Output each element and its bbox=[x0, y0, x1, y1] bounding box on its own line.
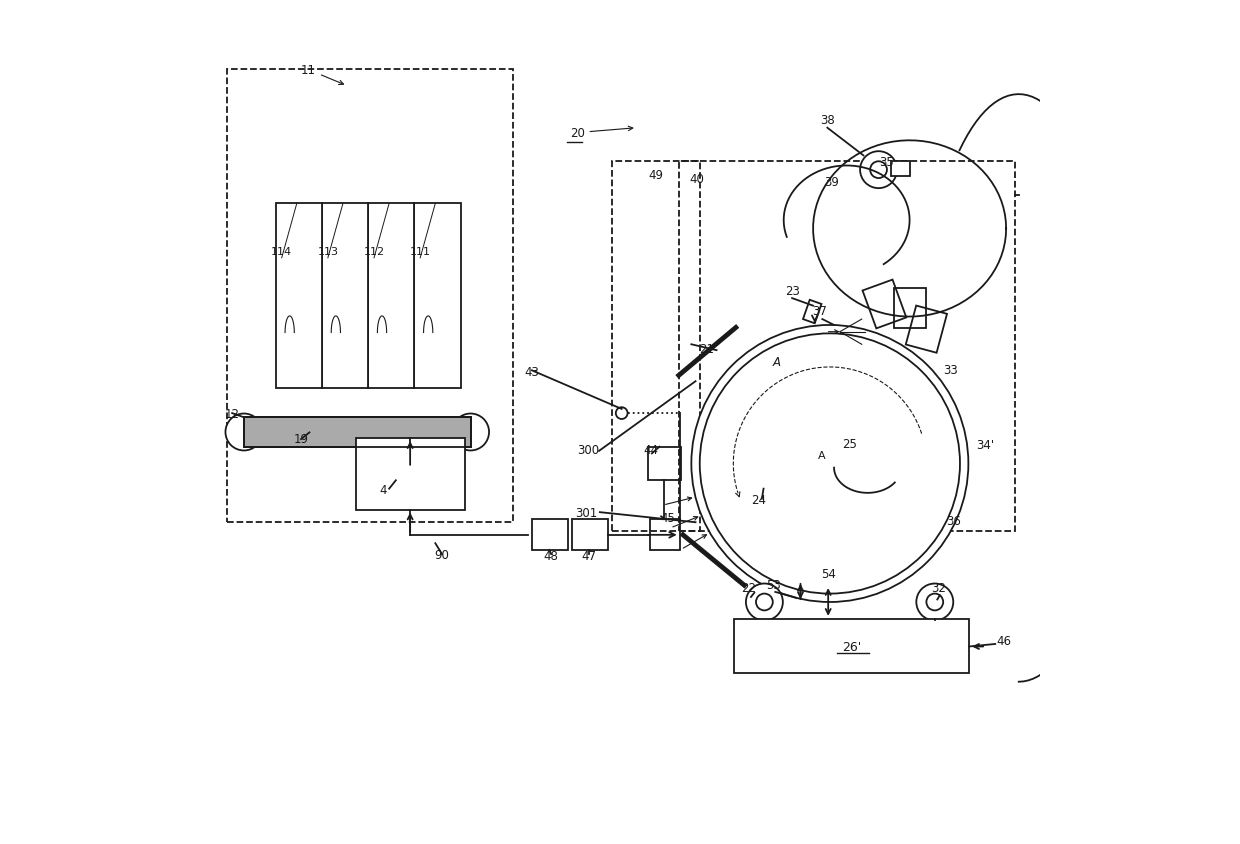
Circle shape bbox=[861, 152, 897, 189]
FancyBboxPatch shape bbox=[572, 519, 609, 550]
Text: 24: 24 bbox=[751, 494, 766, 506]
Text: 112: 112 bbox=[363, 246, 384, 257]
Circle shape bbox=[692, 326, 968, 603]
Text: 37: 37 bbox=[812, 305, 827, 317]
Text: 44: 44 bbox=[644, 444, 658, 457]
Text: 32: 32 bbox=[931, 582, 946, 594]
Text: 19: 19 bbox=[294, 433, 309, 446]
Text: 47: 47 bbox=[582, 549, 596, 562]
Text: 45: 45 bbox=[660, 511, 675, 524]
Text: 39: 39 bbox=[825, 176, 839, 188]
FancyBboxPatch shape bbox=[368, 204, 414, 388]
Text: 48: 48 bbox=[543, 549, 558, 562]
Text: 43: 43 bbox=[525, 366, 539, 379]
FancyBboxPatch shape bbox=[322, 204, 368, 388]
Text: 114: 114 bbox=[272, 246, 293, 257]
Circle shape bbox=[746, 584, 782, 620]
Text: 301: 301 bbox=[575, 506, 598, 520]
Text: 12: 12 bbox=[224, 408, 239, 421]
Circle shape bbox=[916, 584, 954, 620]
FancyBboxPatch shape bbox=[356, 439, 465, 510]
Text: 33: 33 bbox=[944, 364, 959, 376]
Text: 300: 300 bbox=[577, 443, 599, 456]
FancyBboxPatch shape bbox=[650, 519, 680, 550]
FancyBboxPatch shape bbox=[734, 619, 970, 674]
Text: 53: 53 bbox=[766, 578, 781, 591]
Text: 34': 34' bbox=[976, 439, 994, 452]
FancyBboxPatch shape bbox=[414, 204, 460, 388]
Text: 40: 40 bbox=[689, 173, 704, 186]
Text: 46: 46 bbox=[996, 634, 1011, 647]
Text: 11: 11 bbox=[301, 64, 343, 85]
Circle shape bbox=[699, 334, 960, 594]
Text: 90: 90 bbox=[434, 549, 449, 561]
Circle shape bbox=[756, 594, 773, 611]
Text: 36: 36 bbox=[946, 514, 961, 528]
Circle shape bbox=[226, 414, 263, 451]
Circle shape bbox=[616, 408, 627, 419]
Text: 38: 38 bbox=[820, 114, 835, 127]
Text: 35: 35 bbox=[879, 155, 894, 169]
Text: 23: 23 bbox=[785, 284, 800, 298]
Text: 22: 22 bbox=[742, 582, 756, 594]
FancyBboxPatch shape bbox=[275, 204, 322, 388]
Text: A: A bbox=[817, 451, 826, 461]
Text: A: A bbox=[773, 356, 781, 369]
Text: 21: 21 bbox=[699, 343, 714, 355]
FancyBboxPatch shape bbox=[647, 447, 681, 481]
Text: 26': 26' bbox=[842, 641, 862, 653]
Text: 20: 20 bbox=[569, 127, 632, 140]
Circle shape bbox=[453, 414, 489, 451]
Text: 111: 111 bbox=[409, 246, 430, 257]
Text: 113: 113 bbox=[317, 246, 339, 257]
Text: 49: 49 bbox=[649, 169, 663, 181]
Text: 25: 25 bbox=[842, 437, 857, 450]
Text: 4: 4 bbox=[379, 484, 387, 496]
FancyBboxPatch shape bbox=[892, 162, 910, 177]
Text: 54: 54 bbox=[821, 567, 836, 580]
Circle shape bbox=[870, 162, 887, 179]
FancyBboxPatch shape bbox=[532, 519, 568, 550]
Circle shape bbox=[926, 594, 944, 611]
FancyBboxPatch shape bbox=[244, 418, 470, 447]
